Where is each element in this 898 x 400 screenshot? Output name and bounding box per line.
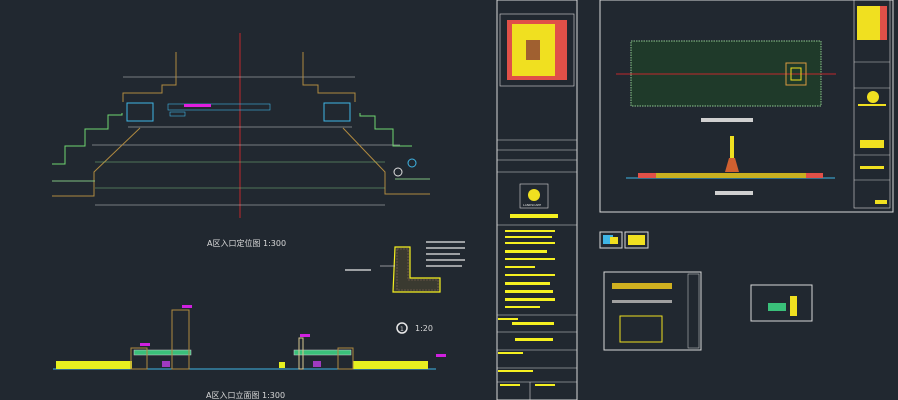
entrance-plan	[52, 33, 430, 218]
detail-scale: 1:20	[415, 324, 433, 333]
barrier-box	[169, 111, 186, 117]
index-circle	[407, 158, 417, 168]
road-edge-right	[342, 127, 430, 195]
elevation-title: A区入口立面图 1:300	[206, 390, 285, 400]
detail-number: 1	[400, 326, 404, 333]
title-block-strip: LANDSCAPE	[496, 0, 578, 400]
wall-section-detail	[345, 241, 465, 293]
wall-right	[302, 52, 356, 102]
layout-sheet-main	[599, 0, 894, 213]
statue	[730, 136, 734, 158]
steps-right	[359, 113, 412, 147]
entrance-elevation	[53, 305, 446, 370]
thumbnail-sheets	[599, 231, 813, 351]
barrier-arm	[184, 104, 211, 107]
steps-left	[52, 113, 123, 165]
detail-marker-icon	[396, 322, 408, 334]
plan-title: A区入口定位图 1:300	[207, 238, 286, 248]
road-edge-left	[52, 127, 141, 197]
wall-left	[122, 52, 177, 102]
gatehouse-right	[323, 102, 351, 122]
barrier	[167, 103, 271, 111]
gatehouse-left	[126, 102, 154, 122]
logo-text: LANDSCAPE	[523, 203, 541, 207]
logo-box	[519, 183, 549, 209]
north-arrow-icon	[393, 167, 403, 177]
